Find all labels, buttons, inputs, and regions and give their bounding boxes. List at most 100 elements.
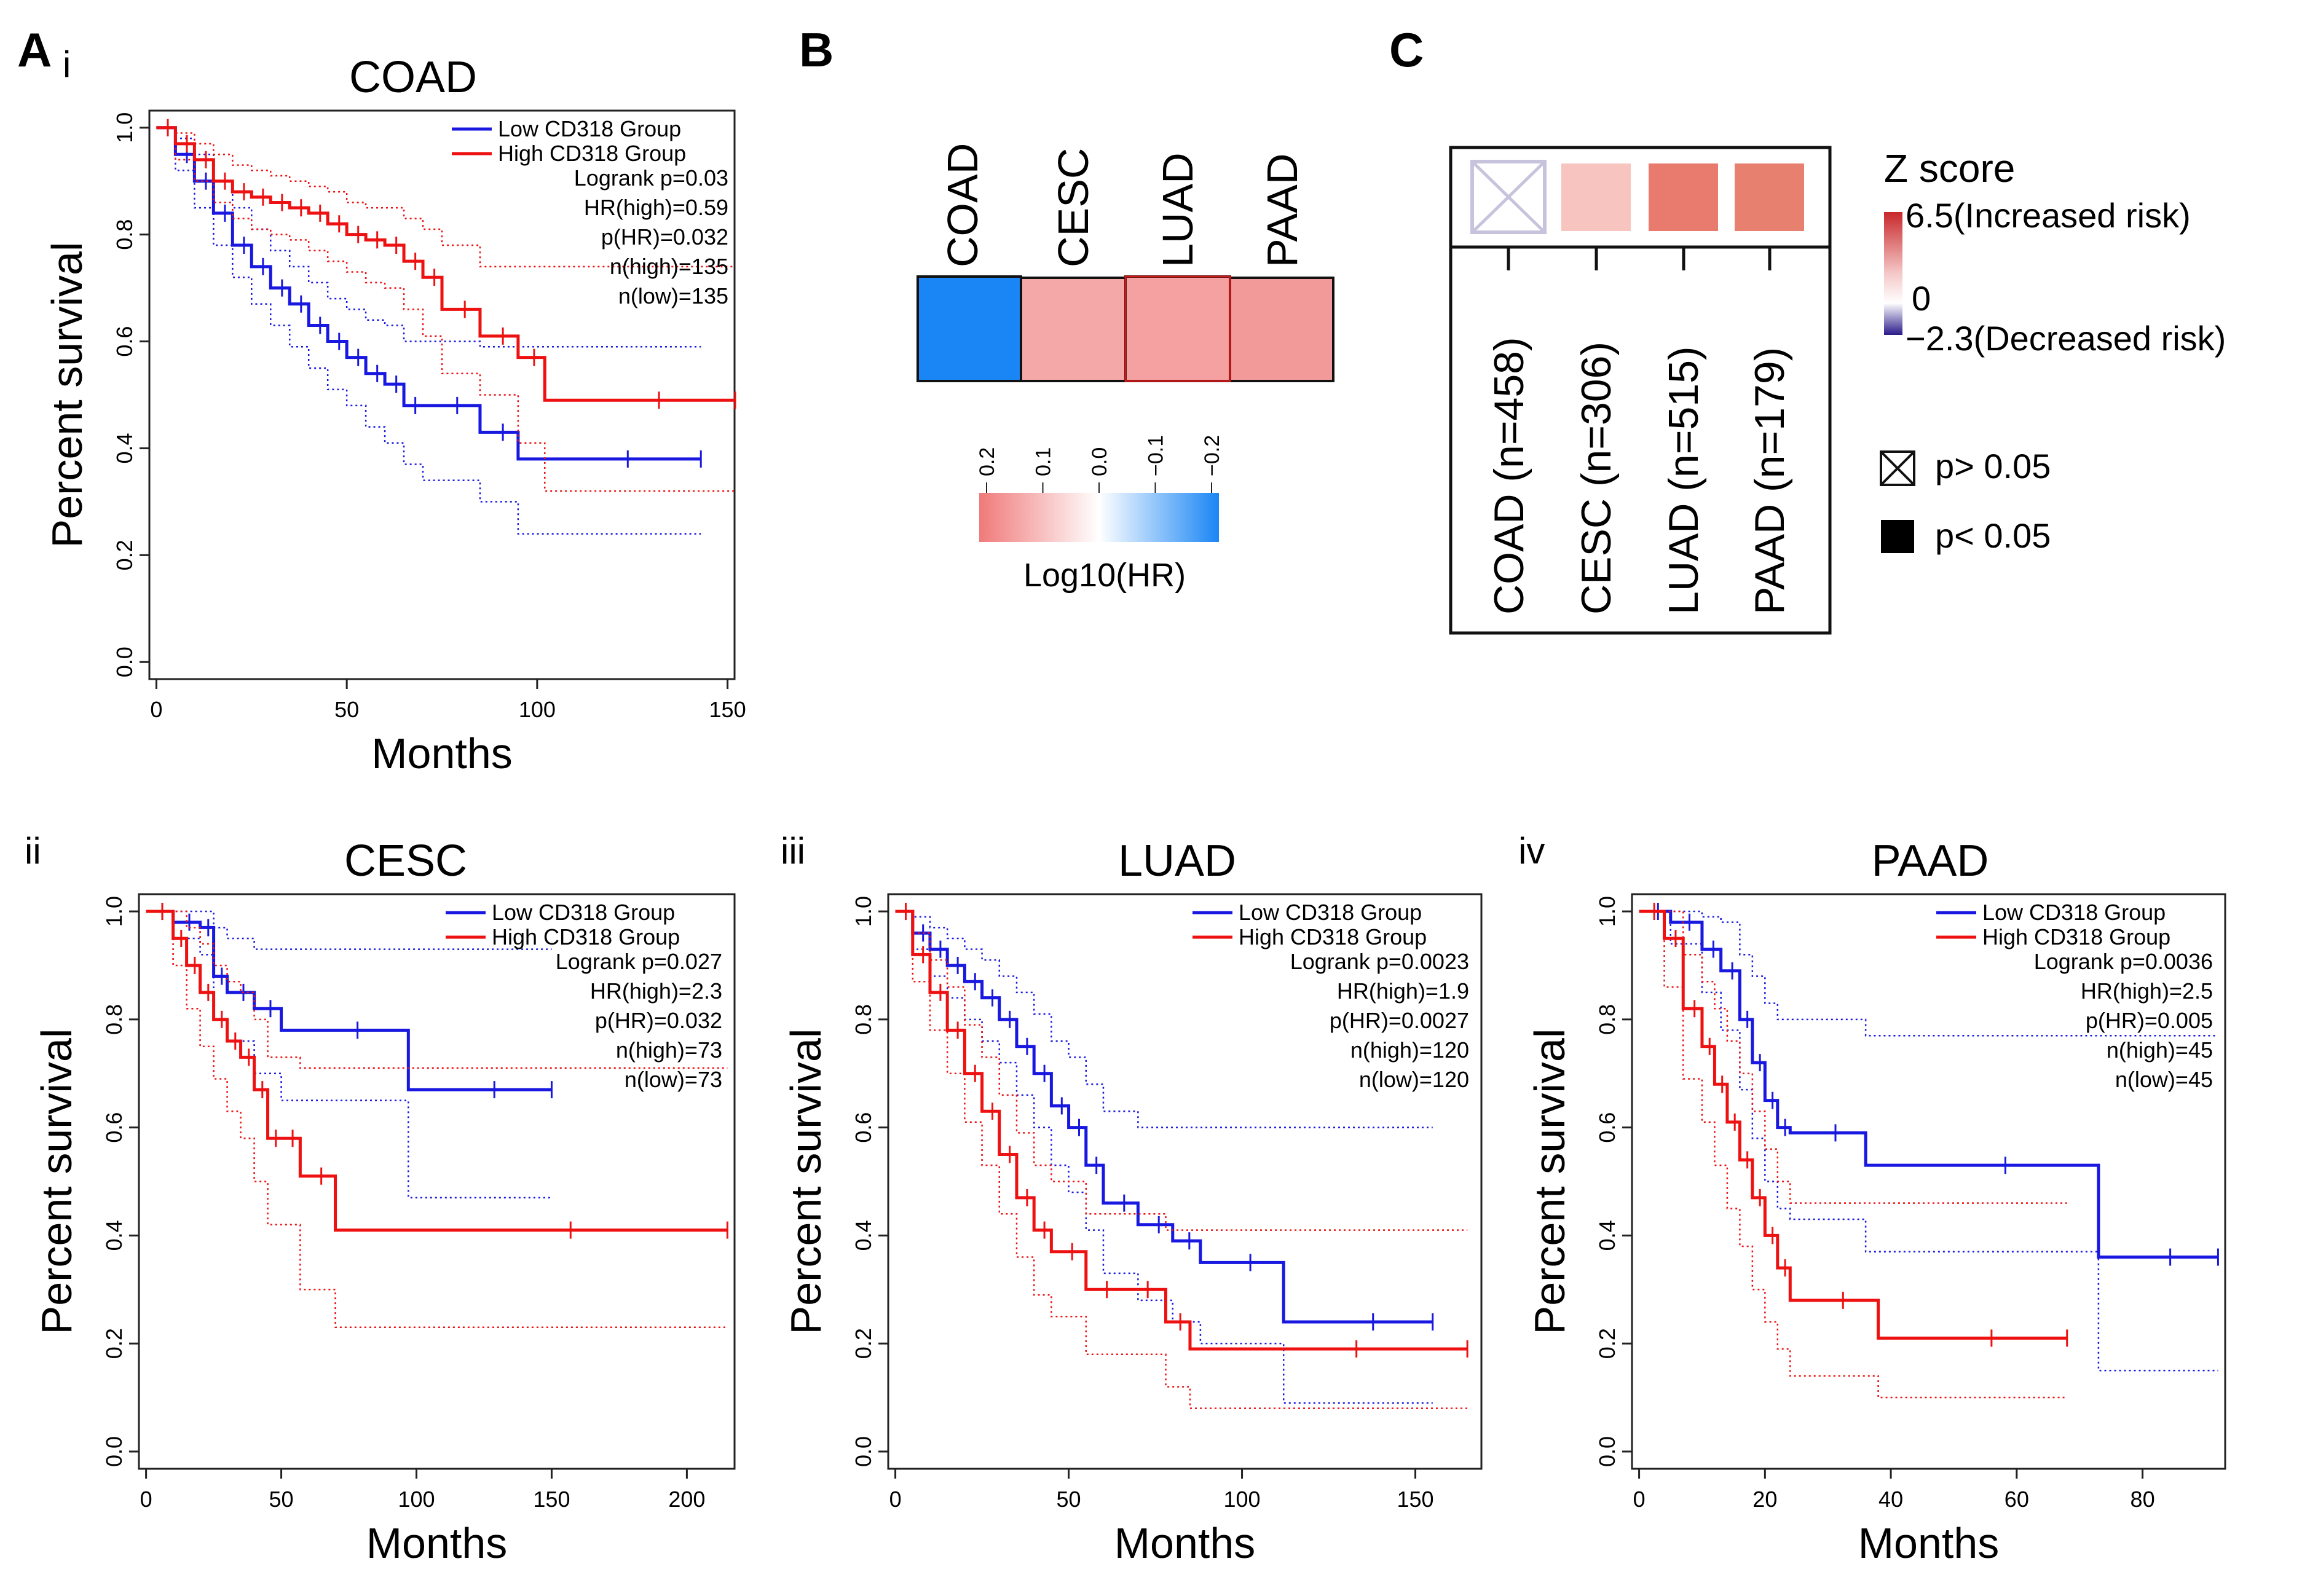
survival-line-low	[146, 910, 552, 1091]
y-tick-label: 0.8	[1595, 1004, 1620, 1035]
km-plot-cesc: CESC 0 50 100 150 200 0.0 0.2 0.4 0.6 0.8 1.0 Months…	[33, 836, 736, 1567]
crossed-box-icon-line-b	[1880, 450, 1915, 486]
stat-annotation: n(low)=135	[618, 283, 728, 309]
y-tick-label: 0.2	[1595, 1328, 1620, 1359]
y-tick-label: 0.6	[851, 1112, 876, 1143]
stat-annotation: HR(high)=2.3	[590, 978, 722, 1004]
panel-letter-b: B	[799, 23, 834, 77]
y-axis-label: Percent survival	[1526, 1029, 1574, 1335]
ci-upper-high	[1639, 910, 2067, 1204]
zscore-cell-luad	[1649, 163, 1718, 231]
survival-line-low	[1639, 910, 2218, 1259]
survival-line-high	[146, 910, 728, 1232]
y-tick-label: 0.2	[101, 1328, 127, 1359]
y-tick-label: 0.6	[1595, 1112, 1620, 1143]
chart-title: LUAD	[1118, 836, 1236, 886]
zscore-colorbar-title: Z score	[1884, 146, 2015, 191]
hr-cell-cesc	[1020, 277, 1127, 382]
subpanel-label-i: i	[63, 44, 71, 85]
zscore-label-paad: PAAD (n=179)	[1746, 347, 1793, 615]
hr-heatmap-panel: COAD CESC LUAD PAAD 0.2 0.1 0.0 −0.1 −0.2 Lo…	[917, 143, 1334, 594]
y-tick-label: 0.0	[851, 1436, 876, 1467]
stat-annotation: Logrank p=0.0036	[2034, 949, 2213, 974]
survival-line-low	[895, 910, 1433, 1324]
stat-annotation: Logrank p=0.027	[556, 949, 722, 974]
ci-lower-high	[895, 910, 1468, 1409]
hr-colorbar-ticks: 0.2 0.1 0.0 −0.1 −0.2	[976, 435, 1224, 493]
stat-annotation: HR(high)=2.5	[2081, 978, 2213, 1004]
ci-upper-high	[895, 910, 1468, 1231]
subpanel-label-iv: iv	[1518, 830, 1545, 871]
x-tick-label: 0	[889, 1487, 902, 1512]
y-tick-label: 0.0	[101, 1436, 127, 1467]
ci-upper-high	[156, 127, 735, 268]
y-tick-label: 1.0	[101, 896, 127, 927]
x-tick-label: 200	[668, 1487, 705, 1512]
x-tick-label: 150	[1397, 1487, 1434, 1512]
y-tick-label: 0.0	[1595, 1436, 1620, 1467]
stat-annotation: n(low)=120	[1359, 1067, 1469, 1092]
legend-label: High CD318 Group	[492, 924, 680, 949]
y-tick-label: 0.0	[112, 647, 137, 677]
stat-annotation: n(low)=73	[625, 1067, 722, 1092]
y-tick-label: 0.2	[851, 1328, 876, 1359]
legend-label: Low CD318 Group	[1239, 900, 1422, 925]
stat-annotation: HR(high)=1.9	[1337, 978, 1469, 1004]
legend-label-nonsignificant: p> 0.05	[1935, 447, 2051, 485]
y-tick-label: 0.4	[101, 1220, 127, 1251]
stat-annotation: n(high)=135	[610, 254, 728, 279]
x-tick-label: 100	[398, 1487, 435, 1512]
x-tick-label: 0	[140, 1487, 152, 1512]
hr-colorbar-label: Log10(HR)	[1023, 557, 1186, 594]
x-tick-label: 0	[1633, 1487, 1646, 1512]
hr-cell-paad	[1229, 277, 1334, 382]
x-tick-label: 50	[269, 1487, 294, 1512]
hr-cell-coad	[917, 275, 1022, 382]
chart-title: CESC	[344, 836, 467, 886]
hr-heatmap-label-paad: PAAD	[1258, 154, 1306, 267]
y-tick-label: 0.2	[112, 540, 137, 570]
km-plot-luad: LUAD 0 50 100 150 0.0 0.2 0.4 0.6 0.8 1.0 Months Per…	[782, 836, 1483, 1567]
hr-heatmap-label-luad: LUAD	[1154, 152, 1202, 267]
x-tick-label: 0	[150, 697, 162, 722]
legend-label: Low CD318 Group	[492, 900, 675, 925]
x-axis-label: Months	[366, 1519, 508, 1567]
zscore-label-cesc: CESC (n=306)	[1573, 342, 1620, 615]
km-plot-paad: PAAD 0 20 40 60 80 0.0 0.2 0.4 0.6 0.8 1.0 Months Per…	[1526, 836, 2226, 1567]
zscore-label-luad: LUAD (n=515)	[1660, 346, 1707, 615]
stat-annotation: p(HR)=0.032	[595, 1008, 722, 1033]
y-tick-label: 0.4	[112, 433, 137, 463]
km-plot-coad: COAD 0 50 100 150 0.0 0.2 0.4 0.6 0.8 1.0 Months Per…	[43, 53, 746, 777]
ci-lower-low	[156, 127, 701, 535]
survival-line-high	[156, 126, 735, 402]
hr-cell-luad-edge	[1124, 275, 1231, 382]
panel-letter-a: A	[17, 23, 52, 77]
survival-line-high	[895, 910, 1468, 1351]
y-axis-label: Percent survival	[33, 1029, 81, 1335]
stat-annotation: Logrank p=0.0023	[1290, 949, 1469, 974]
subpanel-label-iii: iii	[781, 830, 805, 871]
stat-annotation: n(low)=45	[2115, 1067, 2213, 1092]
subpanel-label-ii: ii	[25, 830, 41, 871]
ci-lower-high	[146, 910, 728, 1329]
x-tick-label: 50	[334, 697, 359, 722]
zscore-cell-cesc	[1561, 163, 1631, 231]
zscore-colorbar	[1884, 212, 1902, 335]
y-axis-label: Percent survival	[782, 1029, 830, 1335]
stat-annotation: Logrank p=0.03	[574, 165, 728, 191]
y-tick-label: 0.8	[851, 1004, 876, 1035]
ci-upper-low	[146, 910, 552, 950]
x-tick-label: 80	[2131, 1487, 2155, 1512]
hr-colorbar-tick-label: 0.2	[976, 447, 999, 476]
x-tick-label: 40	[1878, 1487, 1903, 1512]
panel-letter-c: C	[1389, 23, 1424, 77]
ci-lower-high	[1639, 910, 2067, 1399]
stat-annotation: n(high)=45	[2107, 1037, 2213, 1063]
hr-heatmap-label-coad: COAD	[939, 143, 987, 267]
x-axis-label: Months	[1858, 1519, 2000, 1567]
x-axis-label: Months	[371, 729, 513, 777]
y-tick-label: 0.8	[112, 219, 137, 250]
hr-colorbar-tick-label: −0.2	[1200, 435, 1224, 476]
x-tick-label: 60	[2004, 1487, 2029, 1512]
hr-colorbar-tick-label: −0.1	[1145, 435, 1168, 476]
